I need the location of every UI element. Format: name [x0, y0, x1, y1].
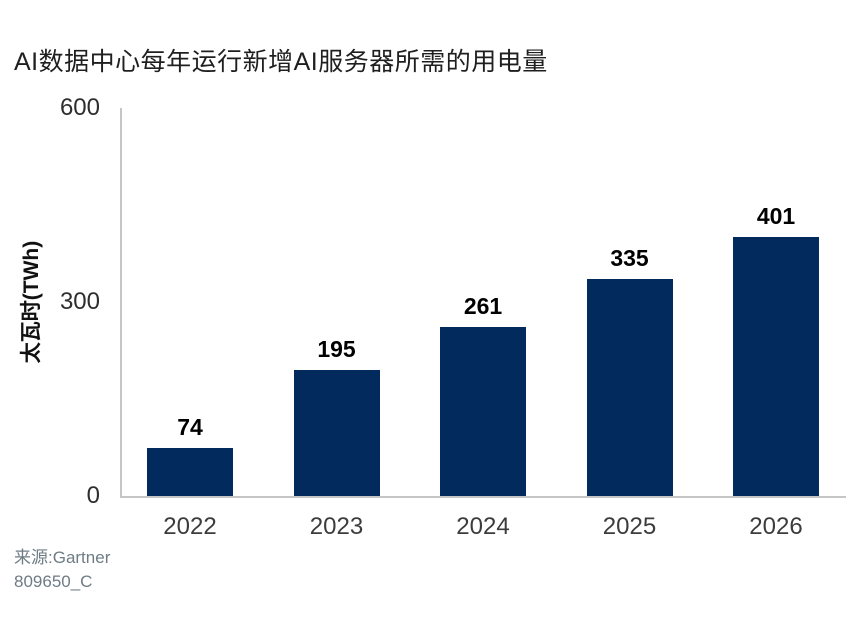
x-tick-label: 2025: [602, 513, 657, 540]
bar: [733, 237, 819, 496]
x-axis-line: [120, 496, 846, 498]
bar-value-label: 74: [177, 414, 203, 440]
source-note: 来源:Gartner 809650_C: [14, 546, 110, 594]
bar: [293, 370, 380, 496]
y-tick-label: 600: [59, 94, 100, 121]
y-axis-line: [120, 108, 122, 498]
bar-value-label: 195: [317, 336, 356, 362]
bar: [147, 448, 233, 496]
bar: [586, 279, 673, 496]
y-tick-label: 300: [59, 288, 100, 315]
bar-value-label: 401: [756, 203, 796, 229]
chart-title: AI数据中心每年运行新增AI服务器所需的用电量: [14, 48, 548, 76]
source-line: 来源:Gartner: [14, 548, 111, 567]
bar: [440, 327, 526, 496]
y-tick-label: 0: [86, 482, 100, 509]
bar-value-label: 261: [463, 293, 503, 319]
bar-value-label: 335: [610, 245, 649, 271]
source-code: 809650_C: [14, 572, 93, 591]
x-tick-label: 2022: [163, 513, 217, 540]
x-tick-label: 2023: [309, 513, 364, 540]
x-tick-label: 2026: [749, 513, 803, 540]
x-tick-label: 2024: [456, 513, 510, 540]
